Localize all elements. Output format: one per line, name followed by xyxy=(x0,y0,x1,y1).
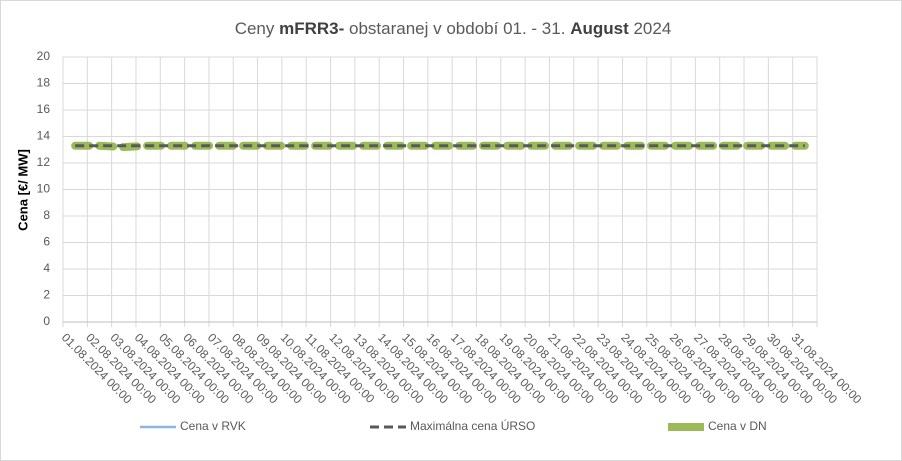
title-part: obstaranej v období 01. - 31. xyxy=(349,19,565,38)
title-part: Ceny xyxy=(235,19,275,38)
legend-label: Maximálna cena ÚRSO xyxy=(410,418,535,433)
y-tick-label: 12 xyxy=(37,155,51,169)
y-tick-label: 8 xyxy=(43,208,50,222)
y-tick-label: 2 xyxy=(43,288,50,302)
title-part: August xyxy=(570,19,629,38)
title-part: mFRR3- xyxy=(279,19,344,38)
y-tick-label: 18 xyxy=(37,76,51,90)
y-axis-label: Cena [€/ MW] xyxy=(15,149,30,231)
y-tick-label: 16 xyxy=(37,102,51,116)
y-tick-label: 20 xyxy=(37,49,51,63)
chart-title: Ceny mFRR3- obstaranej v období 01. - 31… xyxy=(235,19,672,38)
legend-label: Cena v RVK xyxy=(180,419,246,433)
legend-label: Cena v DN xyxy=(708,419,767,433)
y-tick-label: 4 xyxy=(43,261,50,275)
title-part: 2024 xyxy=(633,19,671,38)
y-tick-label: 14 xyxy=(37,129,51,143)
y-tick-label: 6 xyxy=(43,235,50,249)
y-tick-label: 10 xyxy=(37,182,51,196)
y-tick-label: 0 xyxy=(43,314,50,328)
